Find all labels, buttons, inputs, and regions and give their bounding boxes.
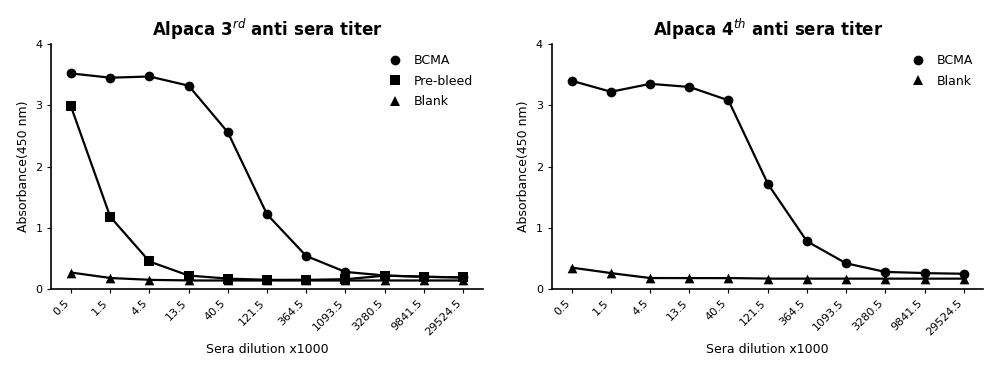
Point bbox=[337, 269, 353, 275]
Point bbox=[838, 276, 854, 282]
Point bbox=[102, 75, 118, 81]
Point bbox=[337, 276, 353, 282]
Point bbox=[760, 181, 776, 186]
Point bbox=[681, 84, 697, 90]
Title: Alpaca 4$^{th}$ anti sera titer: Alpaca 4$^{th}$ anti sera titer bbox=[653, 17, 883, 42]
Point bbox=[220, 276, 236, 282]
Point bbox=[141, 73, 157, 79]
Point bbox=[181, 273, 197, 279]
Point bbox=[416, 274, 432, 280]
Point bbox=[259, 278, 275, 283]
Point bbox=[799, 276, 815, 282]
Point bbox=[564, 78, 580, 84]
Point bbox=[298, 277, 314, 283]
Point bbox=[603, 89, 619, 95]
Point bbox=[917, 276, 933, 282]
Point bbox=[220, 278, 236, 283]
Legend: BCMA, Blank: BCMA, Blank bbox=[902, 50, 977, 91]
Point bbox=[720, 275, 736, 281]
Point bbox=[681, 275, 697, 281]
Legend: BCMA, Pre-bleed, Blank: BCMA, Pre-bleed, Blank bbox=[378, 50, 476, 112]
Point bbox=[455, 278, 471, 283]
Point bbox=[956, 271, 972, 277]
Point bbox=[298, 278, 314, 283]
Point bbox=[259, 211, 275, 217]
Point bbox=[337, 278, 353, 283]
Point bbox=[63, 103, 79, 109]
Point bbox=[377, 273, 393, 279]
Point bbox=[141, 277, 157, 283]
Point bbox=[720, 97, 736, 103]
Point bbox=[63, 70, 79, 76]
Point bbox=[603, 270, 619, 276]
Point bbox=[455, 275, 471, 280]
Point bbox=[102, 275, 118, 281]
Point bbox=[63, 270, 79, 276]
Point bbox=[141, 258, 157, 264]
Point bbox=[877, 276, 893, 282]
Point bbox=[760, 276, 776, 282]
Point bbox=[956, 276, 972, 282]
Y-axis label: Absorbance(450 nm): Absorbance(450 nm) bbox=[17, 101, 30, 232]
Point bbox=[181, 83, 197, 89]
Point bbox=[877, 269, 893, 275]
Point bbox=[642, 275, 658, 281]
X-axis label: Sera dilution x1000: Sera dilution x1000 bbox=[706, 343, 829, 356]
Point bbox=[799, 238, 815, 244]
Point bbox=[181, 278, 197, 283]
Point bbox=[102, 214, 118, 220]
Point bbox=[917, 270, 933, 276]
Point bbox=[455, 275, 471, 280]
Point bbox=[377, 278, 393, 283]
Point bbox=[564, 264, 580, 270]
Point bbox=[416, 274, 432, 280]
Y-axis label: Absorbance(450 nm): Absorbance(450 nm) bbox=[517, 101, 530, 232]
Title: Alpaca 3$^{rd}$ anti sera titer: Alpaca 3$^{rd}$ anti sera titer bbox=[152, 17, 382, 42]
X-axis label: Sera dilution x1000: Sera dilution x1000 bbox=[206, 343, 328, 356]
Point bbox=[642, 81, 658, 87]
Point bbox=[838, 260, 854, 266]
Point bbox=[377, 273, 393, 279]
Point bbox=[220, 129, 236, 135]
Point bbox=[259, 277, 275, 283]
Point bbox=[298, 253, 314, 259]
Point bbox=[416, 278, 432, 283]
